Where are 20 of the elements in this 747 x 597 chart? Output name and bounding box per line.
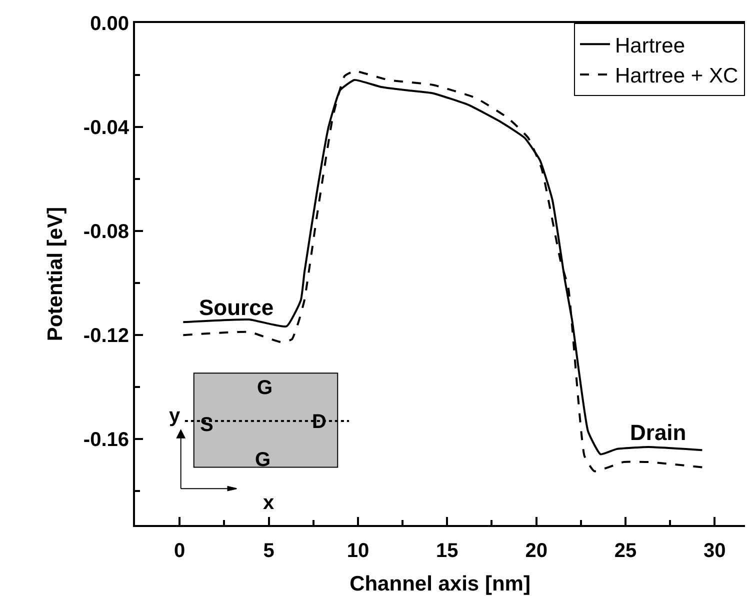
x-tick-label: 10 (346, 540, 370, 562)
annotation: Drain (630, 420, 686, 445)
y-tick-label: -0.16 (83, 429, 129, 452)
y-tick-label: 0.00 (90, 13, 129, 35)
y-tick-label: -0.12 (83, 325, 129, 348)
y-axis-title: Potential [eV] (44, 206, 68, 342)
y-tick-label: -0.08 (83, 221, 129, 244)
x-tick-label: 20 (525, 540, 548, 562)
x-tick-label: 25 (614, 540, 637, 562)
x-axis-title: Channel axis [nm] (350, 572, 530, 596)
annotation: y (169, 405, 181, 427)
x-tick-label: 5 (263, 540, 274, 562)
x-tick-label: 0 (174, 540, 186, 562)
legend-label: Hartree + XC (615, 64, 738, 88)
annotation: x (263, 492, 274, 514)
legend-label: Hartree (615, 34, 686, 58)
y-tick-label: -0.04 (83, 117, 130, 140)
x-tick-label: 30 (704, 540, 726, 562)
x-tick-label: 15 (436, 540, 458, 562)
annotation: Source (199, 295, 274, 320)
